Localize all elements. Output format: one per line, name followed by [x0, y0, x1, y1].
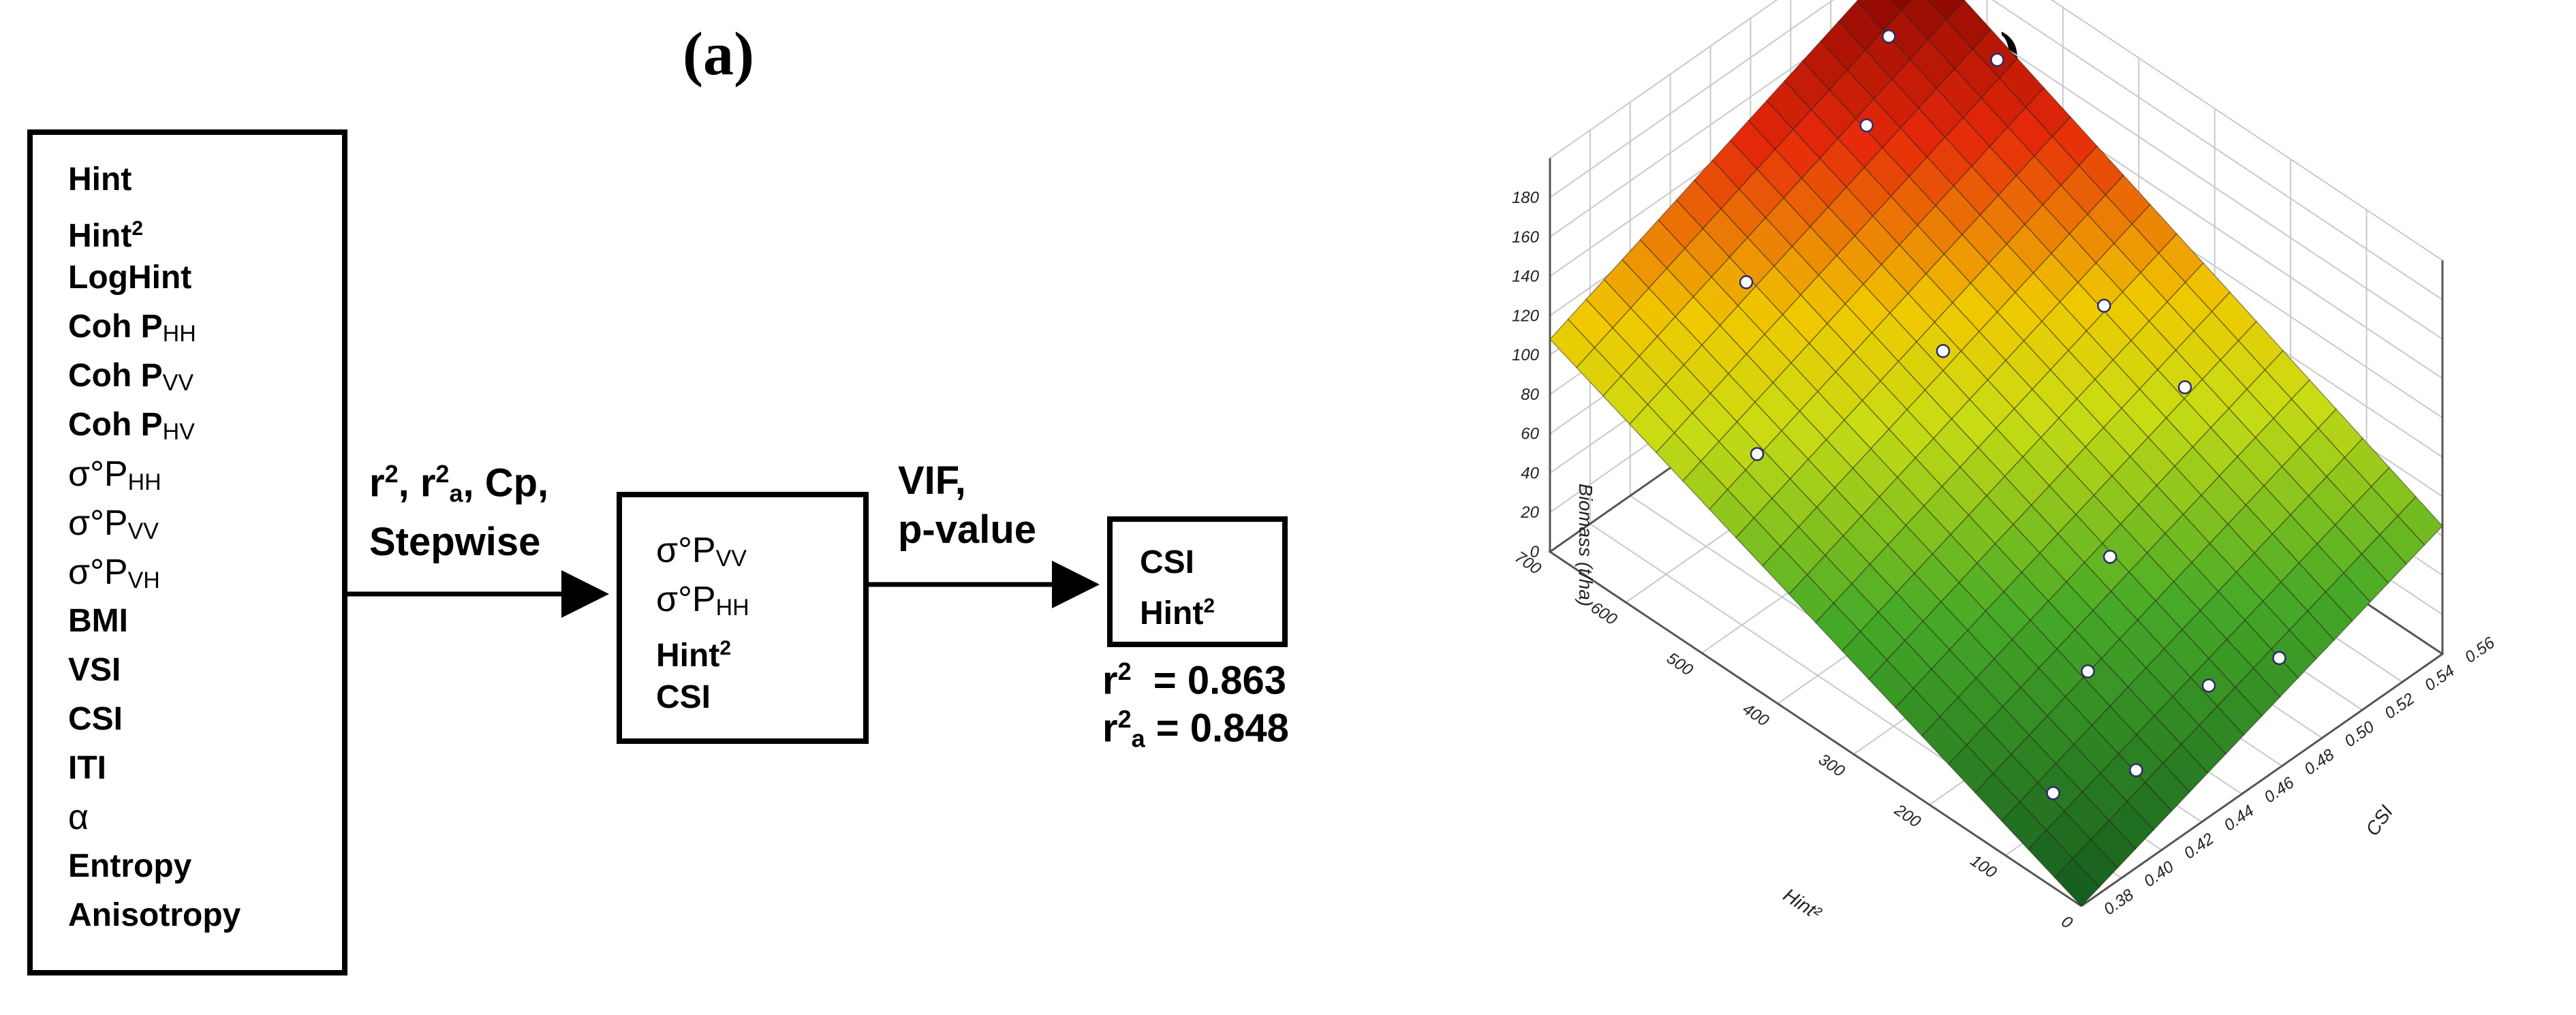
variables-item: ITI [68, 750, 106, 786]
wall-gridline [2050, 0, 2443, 262]
variables-item: σ°PHH [68, 454, 161, 495]
x-axis-title: Hint² [1780, 884, 1826, 924]
selected-item: σ°PHH [656, 580, 749, 621]
y-tick-label: 0.40 [2141, 858, 2177, 891]
y-tick-label: 0.42 [2181, 830, 2218, 863]
y-tick-label: 0.38 [2100, 886, 2137, 919]
x-tick-label: 700 [1511, 548, 1545, 578]
selected-item: σ°PVV [656, 531, 747, 572]
final-variables-list: CSI Hint2 [1140, 541, 1282, 631]
selected-variables-box: σ°PVV σ°PHH Hint2 CSI [617, 492, 869, 744]
screening-criteria-label: VIF, p-value [898, 456, 1036, 555]
y-tick-label: 0.44 [2221, 802, 2258, 835]
variables-item: α [68, 798, 89, 837]
selected-variables-list: σ°PVV σ°PHH Hint2 CSI [656, 526, 863, 722]
z-tick-label: 40 [1521, 464, 1539, 482]
data-point [2097, 298, 2111, 313]
z-tick-label: 140 [1512, 268, 1540, 286]
z-tick-label: 60 [1521, 425, 1539, 443]
variables-item: CSI [68, 701, 123, 737]
data-point [1882, 29, 1896, 44]
surface-cell [2053, 858, 2100, 907]
x-tick-label: 200 [1891, 800, 1925, 832]
criteria-line-1: r2, r2a, Cp, [369, 460, 549, 507]
variables-item: Entropy [68, 848, 192, 884]
data-point [2046, 786, 2060, 800]
y-tick-label: 0.46 [2261, 773, 2298, 807]
z-tick-label: 180 [1512, 189, 1540, 207]
data-point [2102, 550, 2117, 564]
z-tick-label: 20 [1520, 503, 1539, 522]
data-point [2129, 763, 2143, 777]
screening-line-1: VIF, [898, 458, 966, 503]
data-point [2177, 380, 2192, 394]
variables-item: Hint [68, 161, 132, 198]
variables-item: BMI [68, 603, 128, 639]
data-point [1750, 447, 1765, 461]
final-item: CSI [1140, 544, 1195, 580]
wall-gridline [1549, 0, 1778, 159]
wall-gridline [1991, 0, 2443, 300]
adjusted-r-squared-value: r2a = 0.848 [1102, 705, 1289, 753]
final-item: Hint2 [1140, 595, 1215, 631]
candidate-variables-list: Hint Hint2 LogHint Coh PHH Coh PVV Coh PHV σ°P… [68, 155, 342, 940]
candidate-variables-box: Hint Hint2 LogHint Coh PHH Coh PVV Coh PHV σ°P… [27, 129, 347, 975]
x-tick-label: 0 [2058, 912, 2077, 933]
x-tick-label: 400 [1739, 700, 1773, 730]
selected-item: CSI [656, 679, 711, 715]
z-axis-title: Biomass (t/ha) [1575, 484, 1596, 607]
variables-item: Anisotropy [68, 897, 241, 933]
data-point [2272, 651, 2286, 666]
data-point [2081, 664, 2095, 678]
y-tick-label: 0.52 [2381, 689, 2418, 723]
surface-cell [2180, 724, 2227, 774]
data-point [1936, 343, 1951, 358]
r-squared-value: r2 = 0.863 [1102, 657, 1286, 703]
variables-item: VSI [68, 652, 121, 688]
x-tick-label: 100 [1967, 852, 2000, 882]
data-point [1859, 118, 1874, 133]
z-tick-label: 0 [1530, 543, 1540, 561]
final-variables-box: CSI Hint2 [1107, 516, 1288, 647]
variables-item: Coh PHH [68, 309, 196, 347]
x-tick-label: 500 [1663, 649, 1696, 680]
selected-item: Hint2 [656, 637, 731, 674]
data-point [1990, 52, 2004, 67]
data-point [2201, 678, 2216, 693]
z-tick-label: 80 [1521, 386, 1539, 404]
variables-item: Coh PHV [68, 407, 195, 445]
surface-cell [1891, 0, 1912, 12]
variables-item: σ°PVV [68, 503, 159, 544]
variables-item: Hint2 [68, 217, 143, 254]
screening-line-2: p-value [898, 507, 1037, 552]
data-point [1739, 275, 1754, 290]
z-tick-label: 100 [1512, 346, 1540, 364]
z-tick-label: 120 [1512, 307, 1540, 325]
criteria-line-2: Stepwise [369, 520, 541, 565]
y-tick-label: 0.48 [2301, 745, 2338, 779]
panel-label-a: (a) [683, 20, 754, 88]
z-tick-label: 160 [1512, 228, 1540, 247]
y-tick-label: 0.50 [2341, 717, 2378, 751]
selection-criteria-label: r2, r2a, Cp, Stepwise [369, 450, 548, 567]
surface-cell [2252, 648, 2299, 698]
y-tick-label: 0.54 [2421, 661, 2458, 695]
y-tick-label: 0.56 [2462, 634, 2498, 667]
variables-item: Coh PVV [68, 358, 194, 396]
variables-item: σ°PVH [68, 552, 160, 593]
x-tick-label: 300 [1815, 750, 1848, 781]
wall-gridline [1549, 0, 1835, 198]
variables-item: LogHint [68, 260, 192, 296]
y-axis-title: CSI [2361, 801, 2397, 839]
